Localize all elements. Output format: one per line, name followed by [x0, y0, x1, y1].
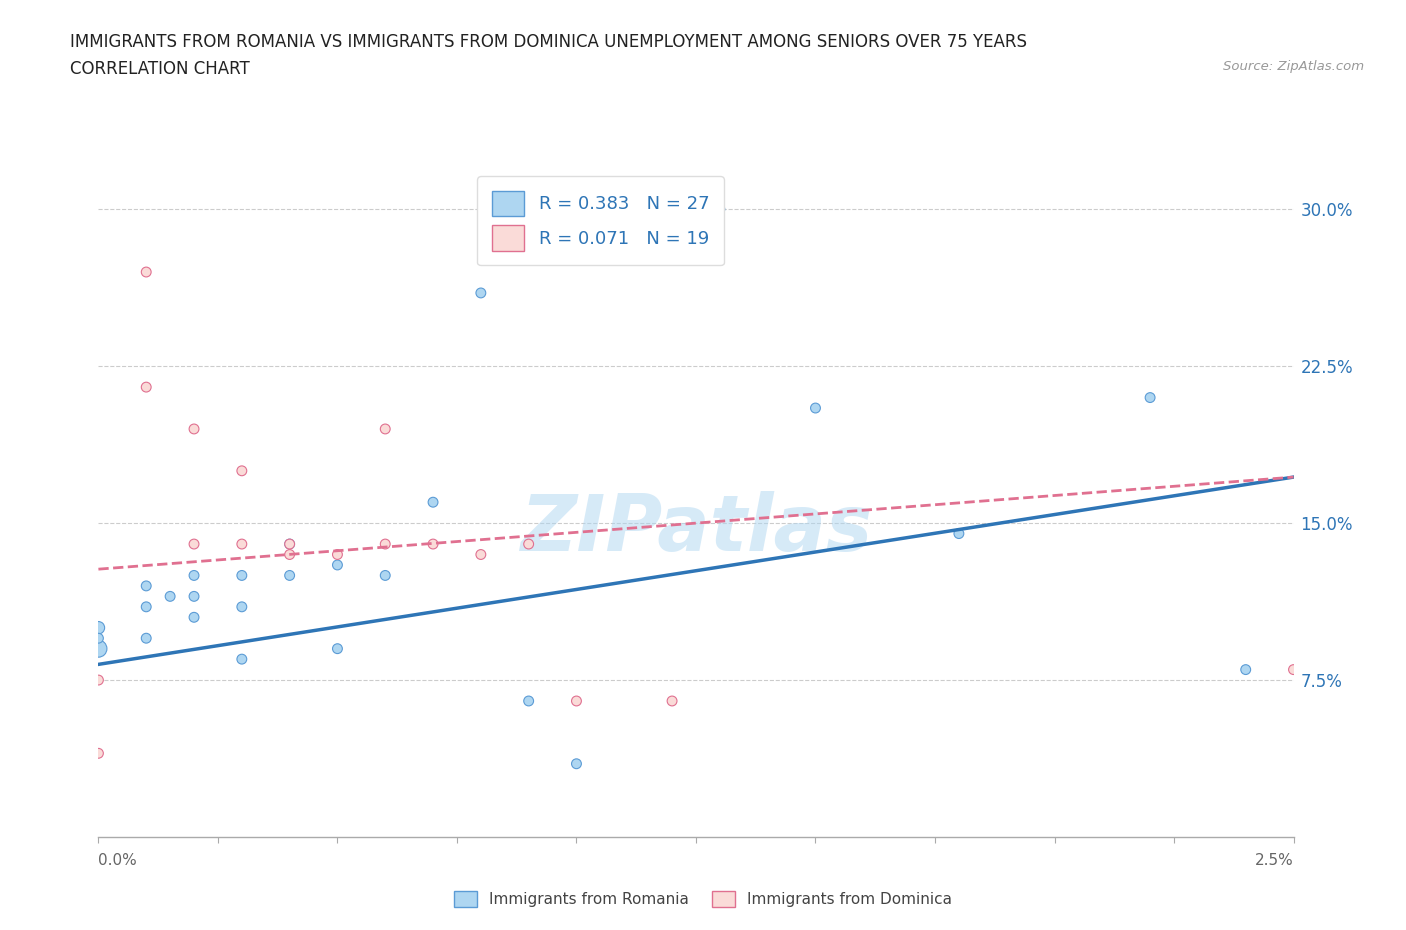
Point [135, 600, 157, 615]
Point [470, 547, 492, 562]
Point [326, 558, 349, 573]
Point [278, 537, 301, 551]
Text: Source: ZipAtlas.com: Source: ZipAtlas.com [1223, 60, 1364, 73]
Point [470, 286, 492, 300]
Text: CORRELATION CHART: CORRELATION CHART [70, 60, 250, 78]
Point [278, 547, 301, 562]
Point [565, 694, 588, 709]
Text: 0.0%: 0.0% [98, 853, 138, 868]
Point [135, 578, 157, 593]
Point [374, 421, 396, 436]
Point [1234, 662, 1257, 677]
Point [565, 756, 588, 771]
Point [661, 694, 683, 709]
Point [231, 463, 253, 478]
Point [231, 600, 253, 615]
Point [183, 537, 205, 551]
Point [87, 642, 110, 657]
Point [1282, 662, 1305, 677]
Point [87, 631, 110, 645]
Point [87, 746, 110, 761]
Point [183, 421, 205, 436]
Point [709, 202, 731, 217]
Point [278, 568, 301, 583]
Point [87, 672, 110, 687]
Point [326, 642, 349, 657]
Point [374, 568, 396, 583]
Point [278, 537, 301, 551]
Point [231, 568, 253, 583]
Point [87, 620, 110, 635]
Point [183, 589, 205, 604]
Point [517, 694, 540, 709]
Point [231, 537, 253, 551]
Point [517, 537, 540, 551]
Point [1139, 391, 1161, 405]
Legend: Immigrants from Romania, Immigrants from Dominica: Immigrants from Romania, Immigrants from… [449, 884, 957, 913]
Point [231, 652, 253, 667]
Point [326, 547, 349, 562]
Legend: R = 0.383   N = 27, R = 0.071   N = 19: R = 0.383 N = 27, R = 0.071 N = 19 [477, 177, 724, 265]
Point [159, 589, 181, 604]
Point [948, 526, 970, 541]
Point [422, 537, 444, 551]
Point [135, 379, 157, 394]
Point [183, 610, 205, 625]
Text: ZIPatlas: ZIPatlas [520, 491, 872, 567]
Point [135, 265, 157, 280]
Point [422, 495, 444, 510]
Text: 2.5%: 2.5% [1254, 853, 1294, 868]
Point [183, 568, 205, 583]
Text: IMMIGRANTS FROM ROMANIA VS IMMIGRANTS FROM DOMINICA UNEMPLOYMENT AMONG SENIORS O: IMMIGRANTS FROM ROMANIA VS IMMIGRANTS FR… [70, 33, 1028, 50]
Point [804, 401, 827, 416]
Point [135, 631, 157, 645]
Point [374, 537, 396, 551]
